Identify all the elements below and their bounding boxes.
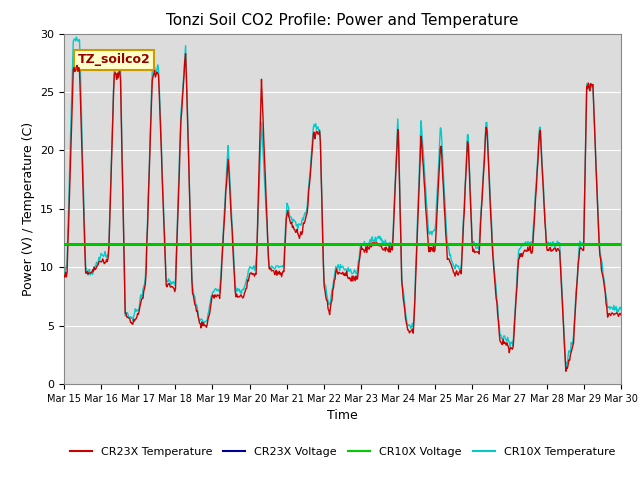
- X-axis label: Time: Time: [327, 409, 358, 422]
- Legend: CR23X Temperature, CR23X Voltage, CR10X Voltage, CR10X Temperature: CR23X Temperature, CR23X Voltage, CR10X …: [65, 442, 620, 461]
- Y-axis label: Power (V) / Temperature (C): Power (V) / Temperature (C): [22, 122, 35, 296]
- Text: TZ_soilco2: TZ_soilco2: [78, 53, 150, 66]
- Title: Tonzi Soil CO2 Profile: Power and Temperature: Tonzi Soil CO2 Profile: Power and Temper…: [166, 13, 518, 28]
